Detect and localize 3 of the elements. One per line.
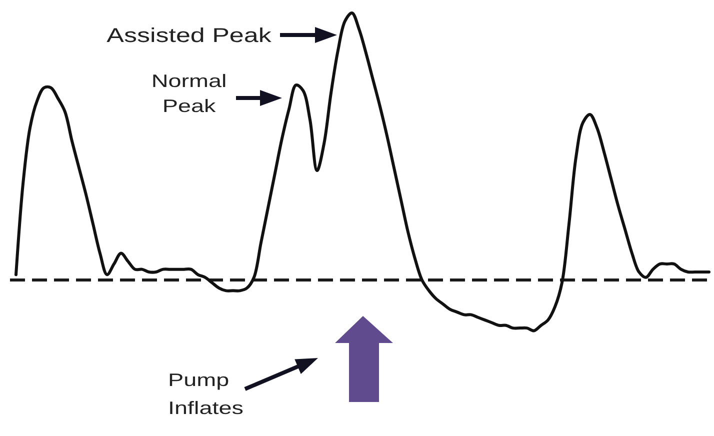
text: Pump Inflates xyxy=(168,370,244,418)
annotation: Assisted Peak xyxy=(106,24,272,46)
annotation: Normal Peak xyxy=(151,71,227,116)
